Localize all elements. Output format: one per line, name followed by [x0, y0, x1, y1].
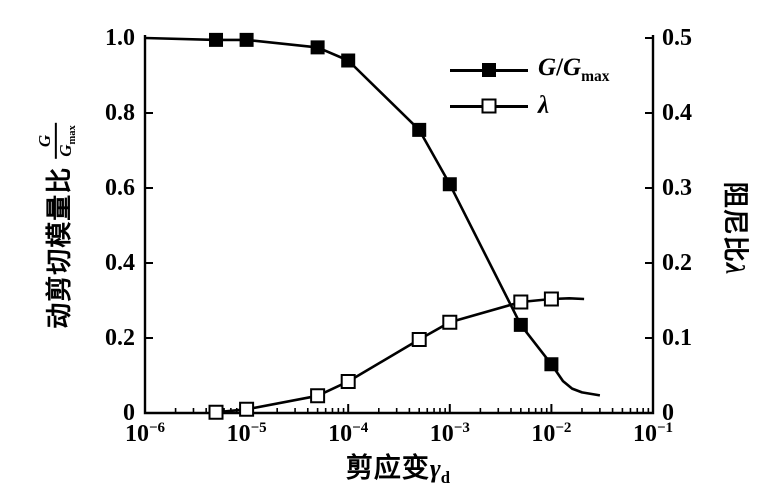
- x-tick-label: 10−2: [531, 420, 572, 448]
- open-square-marker-icon: [543, 291, 559, 307]
- filled-square-marker-icon: [513, 317, 528, 332]
- open-square-marker-icon: [340, 374, 356, 389]
- right-y-tick-label: 0.5: [662, 25, 692, 51]
- filled-square-marker-icon: [482, 63, 496, 77]
- legend: G/Gmax λ: [450, 52, 610, 124]
- legend-item-g-gmax: G/Gmax: [450, 52, 610, 88]
- right-y-tick-label: 0: [662, 400, 674, 426]
- right-y-tick-label: 0.2: [662, 250, 692, 276]
- left-y-tick-label: 0.4: [105, 250, 135, 276]
- open-square-marker-icon: [481, 98, 497, 114]
- right-y-tick-label: 0.3: [662, 175, 692, 201]
- left-axis-title: 动剪切模量比 G Gmax: [34, 123, 79, 329]
- series-line-lambda: [215, 297, 585, 414]
- filled-square-marker-icon: [341, 53, 356, 68]
- filled-square-marker-icon: [239, 32, 254, 47]
- open-square-marker-icon: [310, 388, 326, 404]
- left-y-tick-label: 0.8: [105, 100, 135, 126]
- filled-square-marker-icon: [209, 32, 224, 47]
- open-square-marker-icon: [239, 401, 255, 417]
- x-tick-label: 10−1: [632, 420, 674, 448]
- x-tick-label: 10−5: [226, 420, 267, 448]
- x-tick-label: 10−4: [328, 420, 369, 448]
- filled-square-marker-icon: [544, 357, 559, 372]
- left-y-tick-label: 1.0: [105, 25, 135, 51]
- open-square-marker-icon: [442, 314, 458, 330]
- right-axis-title: 阻尼比λ: [720, 181, 750, 275]
- x-tick-label: 10−3: [429, 420, 470, 448]
- left-y-tick-label: 0: [123, 400, 135, 426]
- left-y-tick-label: 0.6: [105, 175, 135, 201]
- axes-frame: [143, 35, 655, 415]
- g-over-gmax-fraction: G Gmax: [34, 123, 79, 159]
- legend-item-lambda: λ: [450, 88, 610, 124]
- filled-square-marker-icon: [442, 177, 457, 192]
- x-tick-label: 10−6: [124, 420, 166, 448]
- open-square-marker-icon: [208, 404, 224, 420]
- filled-square-marker-icon: [310, 40, 325, 55]
- legend-label-g-gmax: G/Gmax: [538, 54, 610, 85]
- left-y-tick-label: 0.2: [105, 325, 135, 351]
- right-y-tick-label: 0.4: [662, 100, 692, 126]
- legend-line-sample: [450, 63, 528, 77]
- right-y-tick-label: 0.1: [662, 325, 692, 351]
- open-square-marker-icon: [513, 294, 529, 310]
- filled-square-marker-icon: [412, 122, 427, 137]
- x-axis-title: 剪应变γd: [345, 452, 451, 488]
- open-square-marker-icon: [411, 332, 427, 347]
- legend-label-lambda: λ: [538, 92, 550, 119]
- legend-line-sample: [450, 98, 528, 114]
